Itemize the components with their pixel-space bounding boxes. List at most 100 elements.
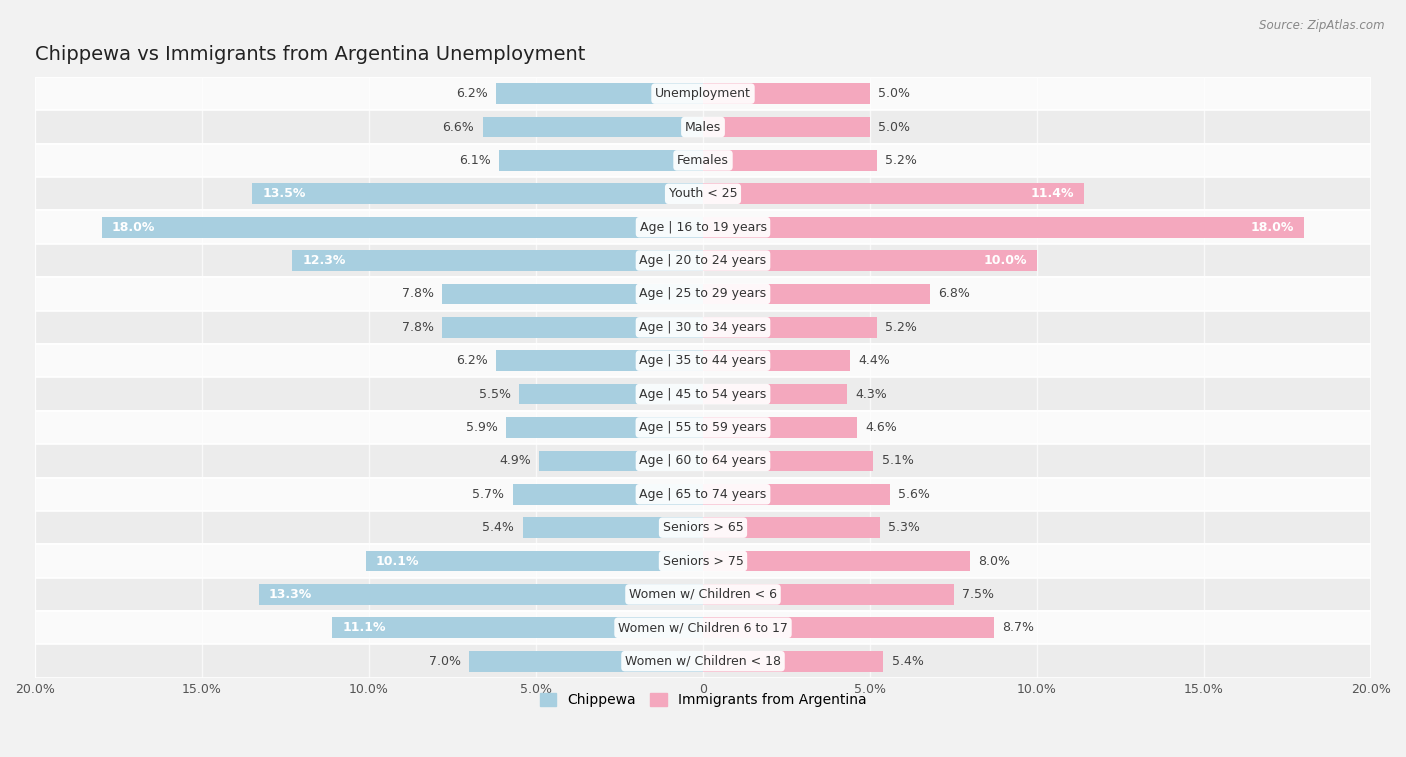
Bar	[540, 450, 703, 471]
Bar	[35, 277, 1371, 310]
Text: 5.4%: 5.4%	[482, 521, 515, 534]
Bar	[35, 177, 1371, 210]
Text: 18.0%: 18.0%	[111, 221, 155, 234]
Bar	[35, 344, 1371, 378]
Bar	[703, 150, 877, 171]
Text: 5.2%: 5.2%	[884, 154, 917, 167]
Bar	[703, 517, 880, 538]
Text: 5.0%: 5.0%	[879, 87, 910, 100]
Text: Women w/ Children 6 to 17: Women w/ Children 6 to 17	[619, 621, 787, 634]
Text: Unemployment: Unemployment	[655, 87, 751, 100]
Bar	[35, 210, 1371, 244]
Text: 4.4%: 4.4%	[858, 354, 890, 367]
Bar	[35, 111, 1371, 144]
Bar	[703, 183, 1084, 204]
Bar	[35, 511, 1371, 544]
Text: 4.3%: 4.3%	[855, 388, 887, 400]
Bar	[703, 317, 877, 338]
Text: 11.4%: 11.4%	[1031, 187, 1074, 201]
Text: 18.0%: 18.0%	[1251, 221, 1295, 234]
Text: 4.9%: 4.9%	[499, 454, 531, 467]
Text: Women w/ Children < 18: Women w/ Children < 18	[626, 655, 780, 668]
Text: 6.6%: 6.6%	[443, 120, 474, 133]
Bar	[35, 378, 1371, 411]
Text: Females: Females	[678, 154, 728, 167]
Text: 6.8%: 6.8%	[938, 288, 970, 301]
Text: Age | 60 to 64 years: Age | 60 to 64 years	[640, 454, 766, 467]
Bar	[482, 117, 703, 137]
Text: 8.7%: 8.7%	[1002, 621, 1033, 634]
Text: 6.2%: 6.2%	[456, 354, 488, 367]
Bar	[513, 484, 703, 505]
Text: Age | 25 to 29 years: Age | 25 to 29 years	[640, 288, 766, 301]
Text: 5.1%: 5.1%	[882, 454, 914, 467]
Text: 5.2%: 5.2%	[884, 321, 917, 334]
Bar	[703, 450, 873, 471]
Text: 11.1%: 11.1%	[342, 621, 385, 634]
Bar	[35, 444, 1371, 478]
Bar	[101, 217, 703, 238]
Text: Age | 55 to 59 years: Age | 55 to 59 years	[640, 421, 766, 434]
Text: Seniors > 65: Seniors > 65	[662, 521, 744, 534]
Bar	[703, 417, 856, 438]
Bar	[703, 117, 870, 137]
Bar	[703, 350, 851, 371]
Bar	[259, 584, 703, 605]
Bar	[523, 517, 703, 538]
Text: 5.7%: 5.7%	[472, 488, 505, 500]
Text: 5.6%: 5.6%	[898, 488, 931, 500]
Bar	[470, 651, 703, 671]
Bar	[703, 651, 883, 671]
Bar	[703, 484, 890, 505]
Text: 7.5%: 7.5%	[962, 588, 994, 601]
Text: Age | 16 to 19 years: Age | 16 to 19 years	[640, 221, 766, 234]
Bar	[35, 644, 1371, 678]
Bar	[703, 83, 870, 104]
Text: Source: ZipAtlas.com: Source: ZipAtlas.com	[1260, 19, 1385, 32]
Legend: Chippewa, Immigrants from Argentina: Chippewa, Immigrants from Argentina	[534, 688, 872, 713]
Bar	[506, 417, 703, 438]
Text: 4.6%: 4.6%	[865, 421, 897, 434]
Text: Seniors > 75: Seniors > 75	[662, 555, 744, 568]
Bar	[703, 284, 931, 304]
Bar	[35, 611, 1371, 644]
Text: Youth < 25: Youth < 25	[669, 187, 737, 201]
Text: 8.0%: 8.0%	[979, 555, 1011, 568]
Bar	[703, 618, 994, 638]
Text: 10.0%: 10.0%	[984, 254, 1026, 267]
Bar	[703, 584, 953, 605]
Text: 10.1%: 10.1%	[375, 555, 419, 568]
Bar	[35, 478, 1371, 511]
Bar	[35, 144, 1371, 177]
Bar	[35, 578, 1371, 611]
Bar	[703, 217, 1305, 238]
Text: Males: Males	[685, 120, 721, 133]
Text: Chippewa vs Immigrants from Argentina Unemployment: Chippewa vs Immigrants from Argentina Un…	[35, 45, 585, 64]
Text: 13.3%: 13.3%	[269, 588, 312, 601]
Text: Age | 35 to 44 years: Age | 35 to 44 years	[640, 354, 766, 367]
Text: 6.1%: 6.1%	[460, 154, 491, 167]
Bar	[35, 411, 1371, 444]
Bar	[703, 384, 846, 404]
Text: Age | 65 to 74 years: Age | 65 to 74 years	[640, 488, 766, 500]
Text: 5.0%: 5.0%	[879, 120, 910, 133]
Text: 6.2%: 6.2%	[456, 87, 488, 100]
Bar	[703, 251, 1038, 271]
Bar	[519, 384, 703, 404]
Text: 7.8%: 7.8%	[402, 288, 434, 301]
Bar	[292, 251, 703, 271]
Text: Age | 20 to 24 years: Age | 20 to 24 years	[640, 254, 766, 267]
Bar	[35, 544, 1371, 578]
Bar	[496, 350, 703, 371]
Text: 7.0%: 7.0%	[429, 655, 461, 668]
Text: Age | 45 to 54 years: Age | 45 to 54 years	[640, 388, 766, 400]
Bar	[252, 183, 703, 204]
Bar	[443, 284, 703, 304]
Bar	[35, 310, 1371, 344]
Bar	[35, 244, 1371, 277]
Bar	[499, 150, 703, 171]
Text: 13.5%: 13.5%	[262, 187, 305, 201]
Text: 5.9%: 5.9%	[465, 421, 498, 434]
Text: 12.3%: 12.3%	[302, 254, 346, 267]
Text: 5.3%: 5.3%	[889, 521, 921, 534]
